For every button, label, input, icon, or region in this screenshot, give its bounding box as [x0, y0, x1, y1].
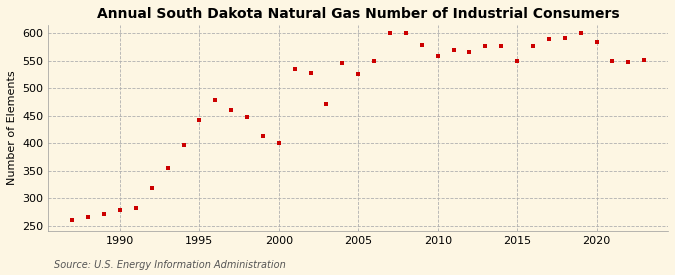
Point [67, 218, 78, 222]
Point [162, 166, 173, 170]
Point [512, 59, 522, 63]
Point [623, 60, 634, 65]
Point [432, 54, 443, 59]
Point [130, 205, 141, 210]
Point [273, 141, 284, 145]
Point [369, 59, 379, 63]
Point [591, 40, 602, 44]
Point [242, 115, 252, 120]
Text: Source: U.S. Energy Information Administration: Source: U.S. Energy Information Administ… [54, 260, 286, 270]
Point [178, 143, 189, 147]
Point [480, 44, 491, 48]
Point [83, 215, 94, 220]
Point [99, 211, 109, 216]
Point [385, 31, 396, 35]
Point [607, 59, 618, 63]
Point [258, 134, 269, 138]
Title: Annual South Dakota Natural Gas Number of Industrial Consumers: Annual South Dakota Natural Gas Number o… [97, 7, 620, 21]
Point [464, 50, 475, 55]
Point [225, 108, 236, 112]
Y-axis label: Number of Elements: Number of Elements [7, 71, 17, 185]
Point [448, 48, 459, 52]
Point [416, 43, 427, 48]
Point [321, 102, 332, 106]
Point [528, 44, 539, 48]
Point [290, 67, 300, 71]
Point [210, 98, 221, 103]
Point [400, 31, 411, 35]
Point [353, 72, 364, 77]
Point [337, 61, 348, 66]
Point [543, 37, 554, 41]
Point [115, 208, 126, 213]
Point [305, 71, 316, 76]
Point [146, 186, 157, 191]
Point [639, 57, 649, 62]
Point [575, 31, 586, 35]
Point [496, 44, 507, 48]
Point [194, 118, 205, 122]
Point [560, 35, 570, 40]
